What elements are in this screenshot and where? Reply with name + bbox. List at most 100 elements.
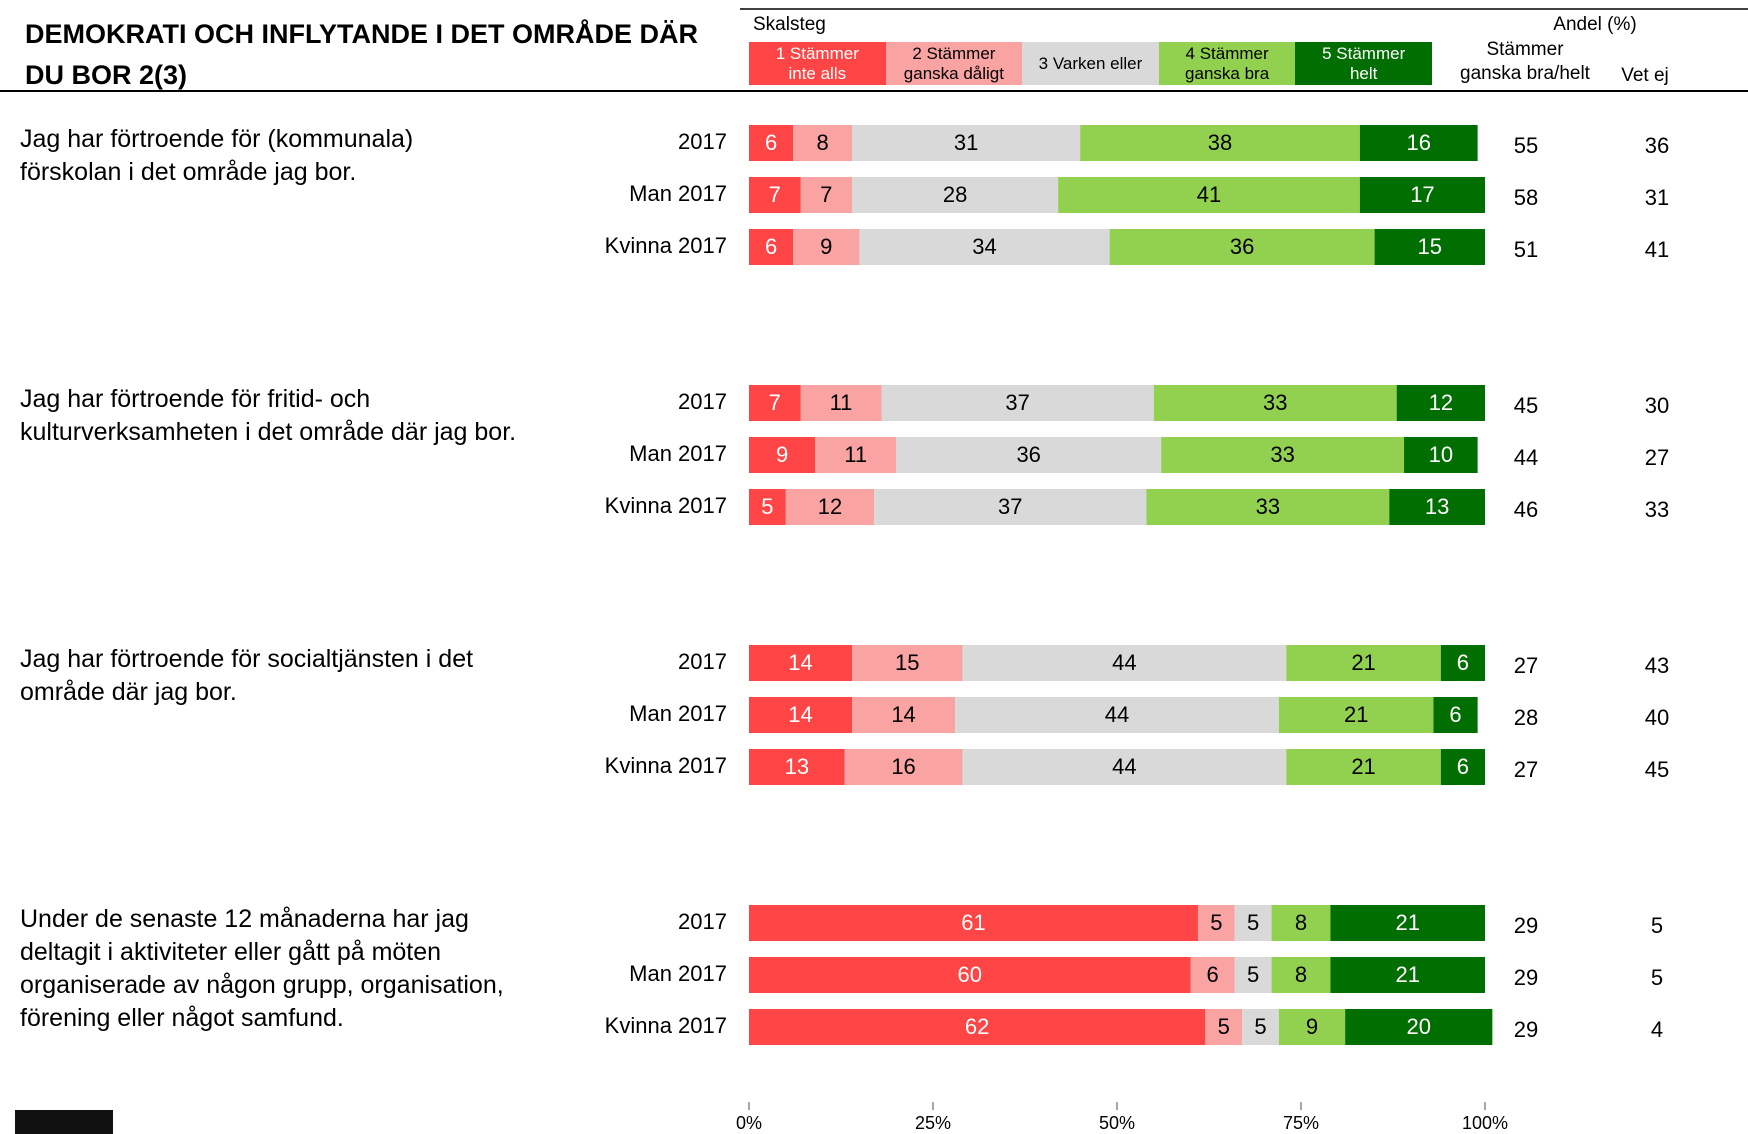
bar-segment xyxy=(1146,489,1390,525)
question: Under de senaste 12 månaderna har jag de… xyxy=(20,905,504,1032)
x-tick-label: 50% xyxy=(1099,1113,1135,1133)
bar-value: 36 xyxy=(1230,234,1254,259)
agree-value: 55 xyxy=(1514,133,1538,158)
bar-value: 36 xyxy=(1016,442,1040,467)
row-label: Kvinna 2017 xyxy=(605,1013,727,1038)
bar-segment xyxy=(793,125,853,161)
bar-value: 41 xyxy=(1197,182,1221,207)
bar-value: 5 xyxy=(761,494,773,519)
bar-segment xyxy=(1278,1009,1346,1045)
bar-segment xyxy=(815,437,897,473)
dontknow-value: 43 xyxy=(1645,653,1669,678)
bar-segment xyxy=(749,489,786,525)
bar-value: 44 xyxy=(1112,650,1136,675)
bar-segment xyxy=(852,177,1059,213)
bar-value: 11 xyxy=(844,442,867,467)
bar-segment xyxy=(1359,177,1485,213)
bar-value: 44 xyxy=(1105,702,1129,727)
bar-value: 13 xyxy=(785,754,809,779)
bar-value: 8 xyxy=(816,130,828,155)
logo xyxy=(15,1110,113,1134)
bar-segment xyxy=(749,229,794,265)
bar-segment xyxy=(1286,645,1441,681)
x-tick-label: 0% xyxy=(736,1113,762,1133)
bar-segment xyxy=(1396,385,1485,421)
bar-segment xyxy=(749,697,853,733)
bar-value: 9 xyxy=(776,442,788,467)
bar-segment xyxy=(1433,697,1478,733)
bar-value: 6 xyxy=(1207,962,1219,987)
agree-value: 51 xyxy=(1514,237,1538,262)
bar-segment xyxy=(1440,645,1485,681)
x-tick-label: 75% xyxy=(1283,1113,1319,1133)
bar-segment xyxy=(749,957,1191,993)
row-label: 2017 xyxy=(678,389,727,414)
bar-value: 11 xyxy=(830,390,853,415)
bar-value: 7 xyxy=(769,182,781,207)
bar-segment xyxy=(962,645,1287,681)
bar-segment xyxy=(1242,1009,1279,1045)
bar-segment xyxy=(1345,1009,1493,1045)
bar-segment xyxy=(881,385,1154,421)
bar-segment xyxy=(1440,749,1485,785)
bar-segment xyxy=(962,749,1287,785)
bar-segment xyxy=(1080,125,1360,161)
agree-value: 27 xyxy=(1514,653,1538,678)
legend-title: Skalsteg xyxy=(753,14,826,35)
bar-segment xyxy=(859,229,1110,265)
bar-segment xyxy=(1271,957,1331,993)
bar-value: 7 xyxy=(769,390,781,415)
bar-value: 16 xyxy=(1407,130,1431,155)
bar-value: 8 xyxy=(1295,962,1307,987)
legend-item: 2 Stämmer ganska dåligt xyxy=(885,42,1023,85)
bar-segment xyxy=(749,645,853,681)
legend-item: 5 Stämmer helt xyxy=(1295,42,1432,85)
bar-segment xyxy=(793,229,860,265)
bar-value: 14 xyxy=(891,702,915,727)
bar-value: 12 xyxy=(1429,390,1453,415)
row-label: Man 2017 xyxy=(629,441,727,466)
bar-value: 21 xyxy=(1351,754,1375,779)
bar-value: 5 xyxy=(1247,962,1259,987)
bar-value: 21 xyxy=(1395,910,1419,935)
agree-value: 46 xyxy=(1514,497,1538,522)
bar-value: 33 xyxy=(1263,390,1287,415)
bar-segment xyxy=(749,905,1198,941)
bar-value: 13 xyxy=(1425,494,1449,519)
bar-value: 62 xyxy=(965,1014,989,1039)
bar-value: 5 xyxy=(1210,910,1222,935)
agree-value: 29 xyxy=(1514,965,1538,990)
bar-segment xyxy=(955,697,1279,733)
bar-value: 20 xyxy=(1407,1014,1431,1039)
dontknow-value: 33 xyxy=(1645,497,1669,522)
agree-header: Stämmer ganska bra/helt xyxy=(1460,39,1590,84)
bar-value: 61 xyxy=(961,910,985,935)
bar-segment xyxy=(1330,905,1485,941)
bar-segment xyxy=(1271,905,1331,941)
bar-segment xyxy=(1109,229,1375,265)
row-label: 2017 xyxy=(678,649,727,674)
bar-segment xyxy=(1190,957,1235,993)
bar-segment xyxy=(1153,385,1397,421)
bar-value: 9 xyxy=(1306,1014,1318,1039)
bar-value: 6 xyxy=(1457,650,1469,675)
bar-value: 9 xyxy=(820,234,832,259)
bar-segment xyxy=(1389,489,1485,525)
dontknow-value: 41 xyxy=(1645,237,1669,262)
bar-segment xyxy=(1161,437,1405,473)
bar-value: 5 xyxy=(1247,910,1259,935)
row-label: Man 2017 xyxy=(629,181,727,206)
row-label: Man 2017 xyxy=(629,961,727,986)
bar-segment xyxy=(749,385,801,421)
bar-value: 21 xyxy=(1344,702,1368,727)
bar-segment xyxy=(1278,697,1434,733)
x-tick-label: 100% xyxy=(1462,1113,1508,1133)
bar-value: 10 xyxy=(1429,442,1453,467)
bar-value: 6 xyxy=(1449,702,1461,727)
question: Jag har förtroende för (kommunala) försk… xyxy=(20,125,414,186)
bar-value: 31 xyxy=(954,130,978,155)
row-label: Man 2017 xyxy=(629,701,727,726)
dontknow-value: 30 xyxy=(1645,393,1669,418)
dontknow-value: 5 xyxy=(1651,913,1663,938)
